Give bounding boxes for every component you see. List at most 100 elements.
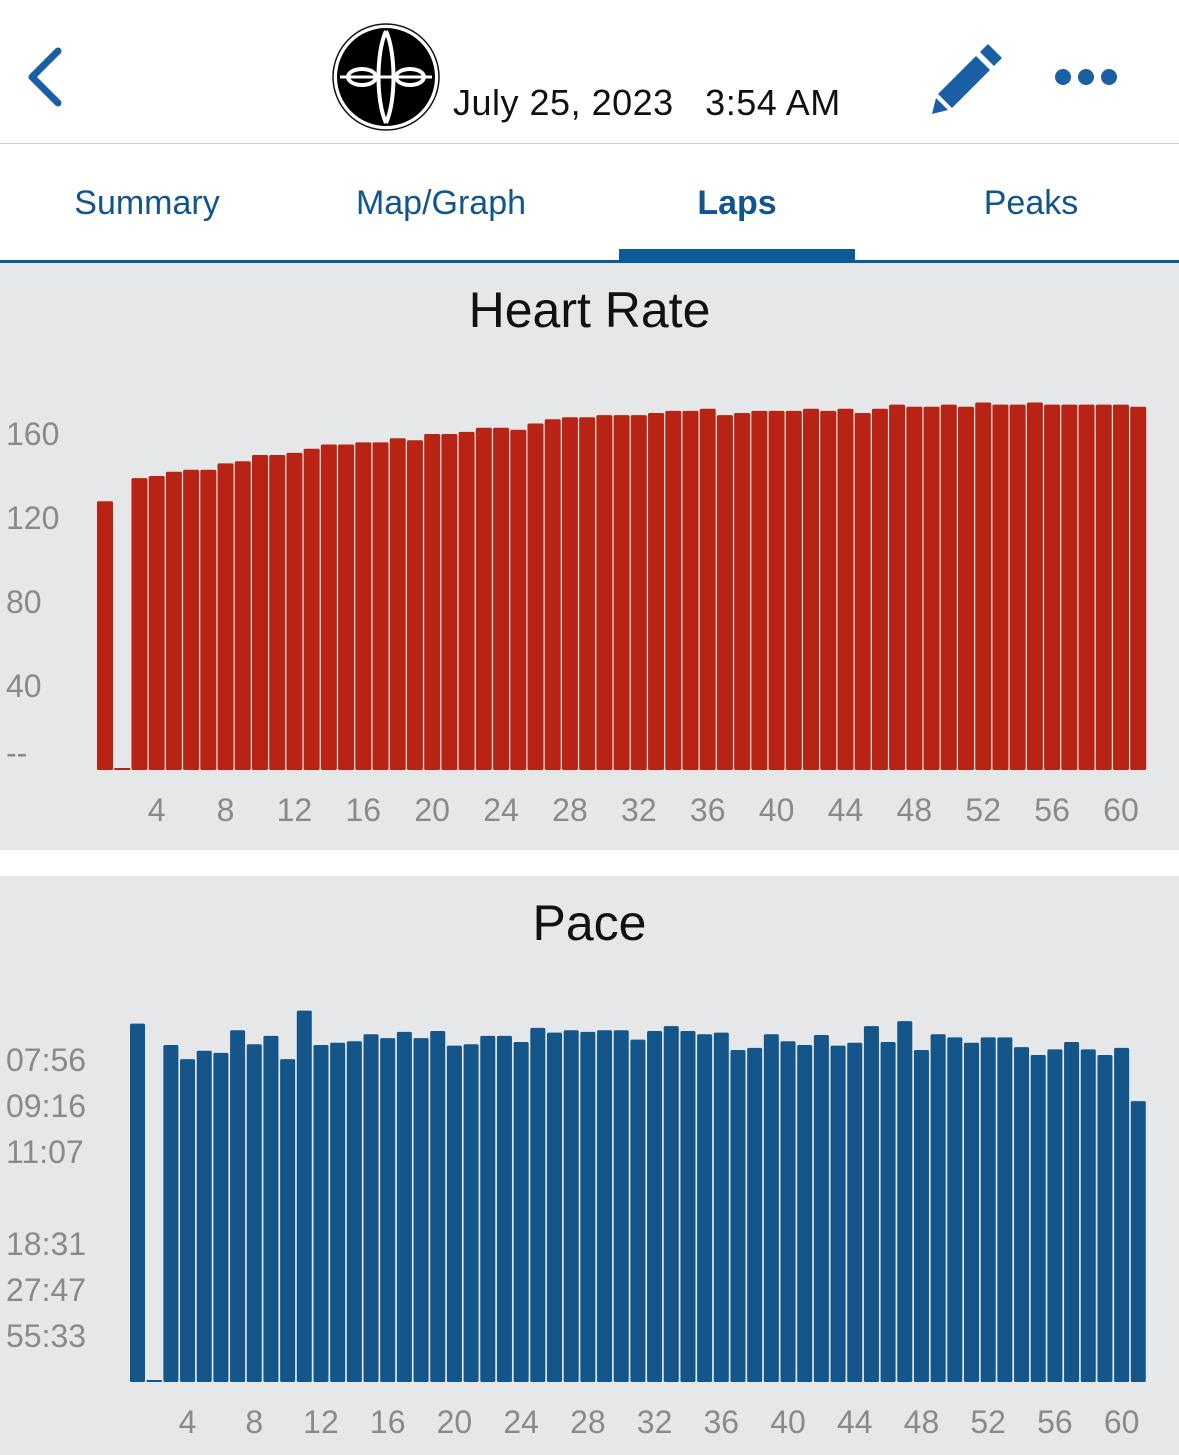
bar	[148, 476, 165, 770]
x-tick-label: 12	[303, 1404, 339, 1440]
x-tick-label: 8	[245, 1404, 263, 1440]
bar	[1061, 404, 1078, 770]
bar	[930, 1034, 946, 1382]
activity-type-logo	[332, 23, 440, 131]
bar	[480, 1035, 496, 1382]
bar	[680, 1031, 696, 1382]
bar	[1097, 1055, 1113, 1382]
bar	[251, 455, 268, 770]
bar	[458, 431, 475, 770]
bar	[1112, 404, 1129, 770]
bar	[396, 1031, 412, 1382]
y-tick-label: 40	[6, 668, 42, 704]
bar	[763, 1034, 779, 1382]
bar	[992, 404, 1009, 770]
bar	[130, 1023, 145, 1382]
bar	[713, 1032, 729, 1382]
bar	[820, 410, 837, 770]
chevron-left-icon[interactable]	[22, 45, 72, 109]
x-tick-label: 12	[277, 792, 313, 828]
x-tick-label: 32	[637, 1404, 673, 1440]
bar	[699, 408, 716, 770]
bar	[463, 1044, 479, 1382]
bar	[975, 402, 992, 770]
y-tick-label: 11:07	[6, 1134, 84, 1170]
tab-bar: Summary Map/Graph Laps Peaks	[0, 144, 1179, 263]
bar	[923, 406, 940, 770]
bar	[797, 1044, 813, 1382]
bar	[613, 415, 630, 770]
bar	[1030, 1055, 1046, 1382]
bar	[413, 1038, 429, 1382]
bar	[346, 1041, 362, 1382]
bar	[847, 1042, 863, 1382]
bar	[544, 419, 561, 770]
bar	[1130, 1101, 1146, 1382]
tab-peaks[interactable]: Peaks	[983, 184, 1079, 222]
bar-empty	[146, 1380, 162, 1382]
bar	[547, 1032, 562, 1382]
bar-empty	[114, 768, 131, 770]
bar	[889, 404, 906, 770]
bar	[313, 1044, 329, 1382]
ellipsis-icon[interactable]	[1052, 62, 1120, 92]
bar	[768, 410, 785, 770]
x-tick-label: 8	[217, 792, 235, 828]
x-tick-label: 16	[346, 792, 382, 828]
bar	[380, 1038, 396, 1382]
activity-datetime: July 25, 2023 3:54 AM	[453, 82, 841, 124]
x-tick-label: 32	[621, 792, 657, 828]
bar	[246, 1044, 262, 1382]
bar	[1047, 1049, 1063, 1382]
bar	[363, 1034, 379, 1382]
bar	[897, 1021, 913, 1382]
bar	[441, 434, 458, 770]
bar	[338, 444, 355, 770]
bar	[747, 1047, 763, 1382]
bar	[563, 1030, 579, 1382]
x-tick-label: 4	[148, 792, 166, 828]
bar	[196, 1050, 212, 1382]
bar	[163, 1044, 179, 1382]
bar	[424, 434, 441, 770]
bar	[580, 1031, 596, 1382]
y-tick-label: --	[6, 735, 27, 771]
tab-laps[interactable]: Laps	[619, 144, 855, 263]
x-tick-label: 44	[837, 1404, 873, 1440]
bar	[527, 423, 544, 770]
x-tick-label: 48	[897, 792, 933, 828]
x-tick-label: 24	[483, 792, 519, 828]
bar	[854, 413, 871, 770]
bar	[871, 408, 888, 770]
bar	[648, 413, 665, 770]
bar	[1064, 1041, 1080, 1382]
y-tick-label: 27:47	[6, 1272, 86, 1308]
x-tick-label: 16	[370, 1404, 406, 1440]
tab-map-graph[interactable]: Map/Graph	[355, 184, 527, 222]
bar	[780, 1041, 796, 1382]
bar	[913, 1050, 929, 1382]
bar	[234, 461, 251, 770]
bar	[958, 406, 974, 770]
pencil-icon[interactable]	[930, 40, 1006, 116]
bar	[596, 415, 613, 770]
x-tick-label: 24	[503, 1404, 539, 1440]
bar	[579, 417, 596, 770]
bar	[751, 410, 768, 770]
x-tick-label: 60	[1104, 1404, 1140, 1440]
bar	[286, 452, 303, 770]
bar	[496, 1035, 512, 1382]
bar	[303, 448, 320, 770]
tab-summary[interactable]: Summary	[74, 184, 220, 222]
bar	[230, 1030, 246, 1382]
heart-rate-title: Heart Rate	[468, 282, 711, 338]
heart-rate-panel: Heart Rate -- 40 80 120 160 4 8 12 16 20 24 28 32 36 4…	[0, 263, 1179, 850]
bar	[320, 444, 337, 770]
bar	[446, 1045, 462, 1382]
bar	[906, 406, 923, 770]
y-tick-label: 09:16	[6, 1088, 86, 1124]
bar	[97, 501, 113, 770]
bar	[180, 1059, 196, 1382]
bar	[980, 1037, 996, 1382]
